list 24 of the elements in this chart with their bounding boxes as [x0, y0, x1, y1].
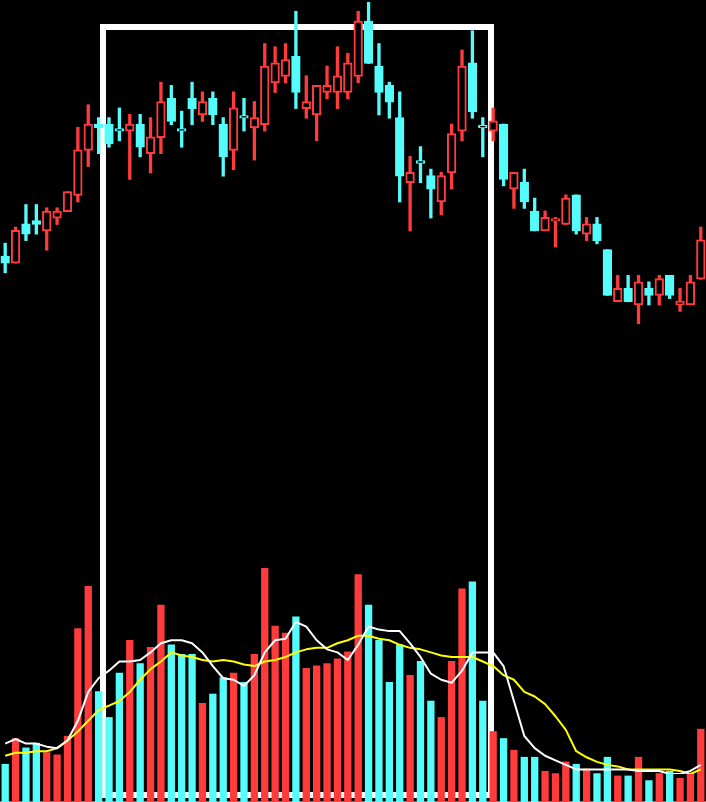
bar	[572, 763, 580, 802]
bar	[11, 738, 20, 802]
candlestick	[187, 81, 197, 126]
bar	[1, 763, 9, 802]
bar	[582, 768, 591, 802]
bar	[645, 780, 653, 802]
candlestick	[405, 155, 415, 232]
bar	[510, 749, 518, 802]
bar	[219, 677, 227, 802]
bar	[499, 738, 508, 802]
bar	[666, 770, 674, 802]
bar	[624, 775, 632, 802]
bar	[292, 616, 300, 802]
bar	[406, 674, 414, 802]
bar	[136, 663, 144, 802]
bar	[126, 639, 134, 802]
bar	[198, 703, 207, 802]
bar	[229, 672, 238, 802]
bar	[240, 682, 248, 802]
bar	[209, 693, 217, 802]
bar	[354, 574, 362, 802]
bar	[614, 775, 622, 802]
candlestick	[239, 97, 249, 132]
bar	[655, 773, 663, 802]
